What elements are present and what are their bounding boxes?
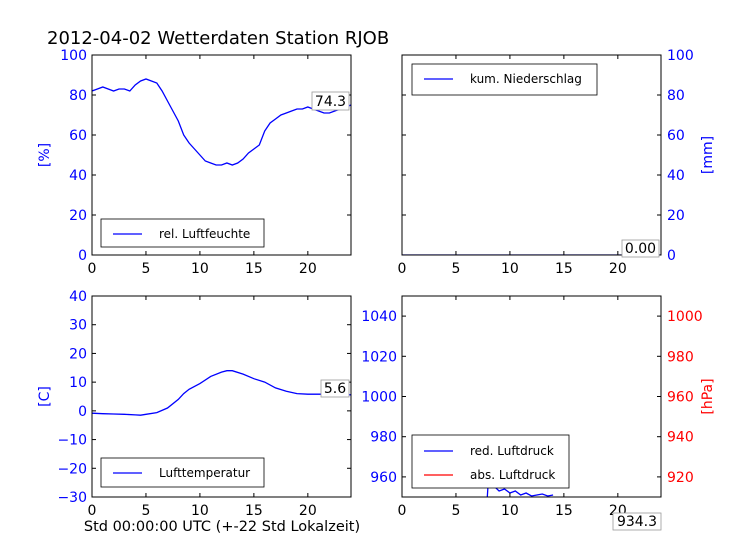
y-tick-label: 40 [69, 289, 87, 305]
x-tick-label: 5 [141, 503, 150, 519]
current-value: 0.00 [625, 241, 656, 257]
current-value-box [311, 91, 350, 111]
y-tick-label: 40 [69, 168, 87, 184]
x-tick-label: 10 [501, 261, 519, 277]
y-right-tick-label: 940 [667, 430, 694, 446]
series-line-1 [92, 370, 351, 416]
y-tick-label: 20 [667, 208, 685, 224]
figure-title: 2012-04-02 Wetterdaten Station RJOB [47, 28, 389, 49]
x-tick-label: 15 [245, 503, 263, 519]
y-tick-label: 40 [667, 168, 685, 184]
y-tick-label: 80 [69, 88, 87, 104]
x-tick-label: 5 [141, 261, 150, 277]
x-axis-label: Std 00:00:00 UTC (+-22 Std Lokalzeit) [84, 519, 360, 535]
x-tick-label: 10 [191, 503, 209, 519]
x-tick-label: 20 [609, 261, 627, 277]
x-tick-label: 0 [88, 503, 97, 519]
x-tick-label: 0 [398, 261, 407, 277]
legend-label: Lufttemperatur [159, 466, 250, 480]
x-tick-label: 10 [191, 261, 209, 277]
panel-2: 0 5 10 15 20 0 20 40 60 80 100 [mm] 0.00 kum. Nieders… [398, 48, 716, 277]
y-tick-label: 960 [370, 470, 397, 486]
y-tick-label: 1040 [361, 309, 397, 325]
panel-4: 0 5 10 15 2096098010001020104092094096098010… [361, 295, 716, 531]
y-tick-label: −20 [57, 461, 87, 477]
y-axis-label: [%] [37, 143, 53, 167]
x-tick-label: 0 [88, 261, 97, 277]
y-tick-label: −10 [57, 433, 87, 449]
axes-frame [401, 54, 662, 256]
x-tick-label: 0 [398, 503, 407, 519]
current-value: 74.3 [315, 94, 346, 110]
y-tick-label: 60 [667, 128, 685, 144]
y-tick-label: 20 [69, 346, 87, 362]
y-tick-label: 10 [69, 375, 87, 391]
legend-box [411, 434, 570, 489]
y-tick-label: 60 [69, 128, 87, 144]
y-tick-label: 80 [667, 88, 685, 104]
y-tick-label: 0 [667, 248, 676, 264]
x-tick-label: 5 [451, 261, 460, 277]
panel-1: 0 5 10 15 20 0 20 40 60 80 100 [%] 74.3 rel. Luftfeuc… [37, 48, 352, 277]
current-value-box [612, 512, 662, 531]
legend-box [100, 218, 265, 248]
current-value: 934.3 [617, 514, 657, 530]
x-tick-label: 10 [501, 503, 519, 519]
y-tick-label: 30 [69, 318, 87, 334]
y-tick-label: 1000 [361, 390, 397, 406]
y-tick-label: 980 [370, 430, 397, 446]
legend-label: abs. Luftdruck [470, 468, 555, 482]
current-value-box [320, 379, 350, 398]
legend-label: red. Luftdruck [470, 444, 554, 458]
x-tick-label: 15 [555, 503, 573, 519]
y-right-tick-label: 920 [667, 470, 694, 486]
y-right-tick-label: 960 [667, 390, 694, 406]
x-tick-label: 20 [299, 261, 317, 277]
y-tick-label: 1020 [361, 349, 397, 365]
y-tick-label: −30 [57, 490, 87, 506]
y-tick-label: 100 [667, 48, 694, 64]
x-tick-label: 5 [451, 503, 460, 519]
y-axis-label: [hPa] [700, 378, 716, 414]
panel-3: 0 5 10 15 20 −30 −20 −10 0 10 20 30 40 [C] 5.6 Lufttemp… [37, 289, 352, 519]
x-tick-label: 15 [245, 261, 263, 277]
y-right-tick-label: 1000 [667, 309, 703, 325]
x-tick-label: 15 [555, 261, 573, 277]
y-right-tick-label: 980 [667, 349, 694, 365]
current-value-box [621, 239, 660, 258]
y-tick-label: 0 [78, 404, 87, 420]
legend-label: rel. Luftfeuchte [159, 227, 250, 241]
legend-label: kum. Niederschlag [470, 72, 582, 86]
series-line-1 [92, 78, 351, 166]
x-tick-label: 20 [299, 503, 317, 519]
y-axis-label: [C] [37, 386, 53, 407]
axes-frame [91, 54, 352, 256]
y-tick-label: 20 [69, 208, 87, 224]
current-value: 5.6 [324, 381, 346, 397]
y-axis-label: [mm] [700, 136, 716, 174]
y-tick-label: 0 [78, 248, 87, 264]
y-tick-label: 100 [60, 48, 87, 64]
axes-frame [91, 295, 352, 498]
